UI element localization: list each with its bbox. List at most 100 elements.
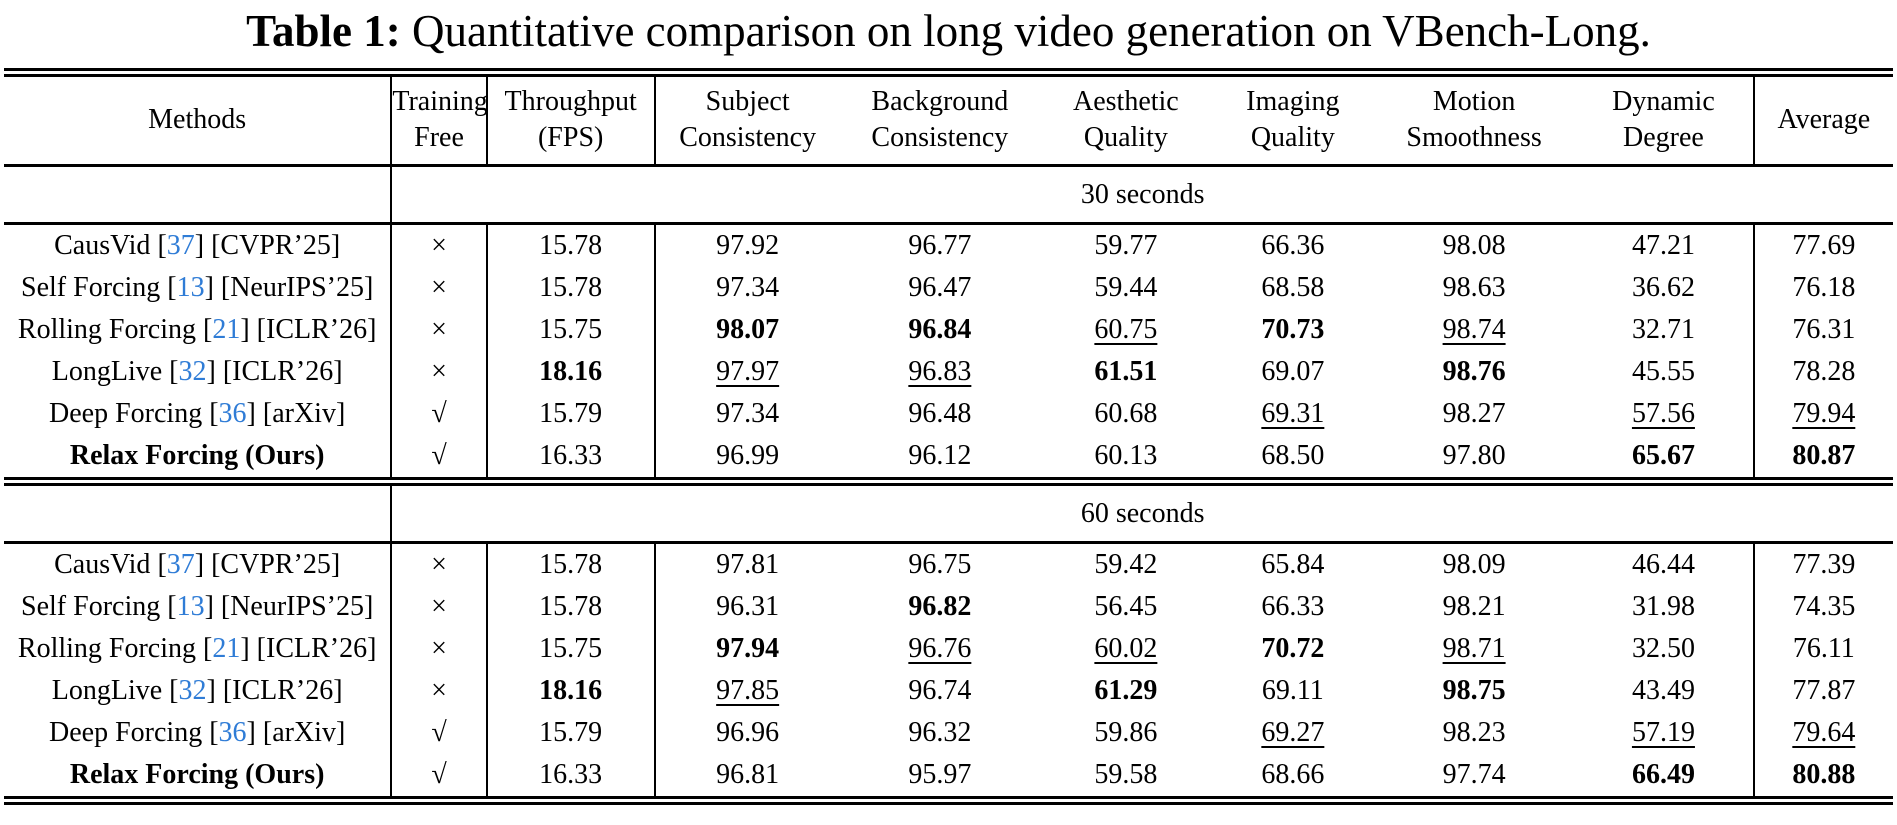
throughput-cell: 15.78 — [486, 223, 656, 268]
throughput-cell: 15.75 — [486, 628, 656, 671]
column-header-line: Degree — [1623, 121, 1704, 153]
column-header-line: Smoothness — [1406, 121, 1542, 153]
dynamic-degree-cell: 65.67 — [1574, 435, 1754, 487]
background-consistency-cell: 96.47 — [840, 267, 1040, 309]
citation-link[interactable]: 13 — [176, 591, 205, 623]
table-row: LongLive [32] [ICLR’26] × 18.16 97.97 96.83 6… — [4, 351, 1893, 394]
metric-value: 15.78 — [539, 549, 603, 581]
training-free-cell: × — [391, 309, 488, 352]
section-label: 30 seconds — [391, 164, 1893, 226]
metric-value: 68.58 — [1261, 272, 1325, 304]
section-methods-spacer — [4, 480, 393, 545]
imaging-quality-cell: 65.84 — [1212, 543, 1374, 587]
background-consistency-cell: 96.76 — [840, 628, 1040, 670]
throughput-cell: 15.78 — [486, 267, 656, 310]
column-header-line: Subject — [705, 85, 790, 117]
column-header-subject-consistency: Subject Consistency — [654, 67, 840, 168]
metric-value: 98.09 — [1442, 549, 1506, 581]
table-row: LongLive [32] [ICLR’26] × 18.16 97.85 96.74 6… — [4, 670, 1893, 713]
metric-value: 69.27 — [1261, 717, 1325, 749]
citation-link[interactable]: 32 — [178, 675, 207, 707]
motion-smoothness-cell: 98.27 — [1374, 393, 1574, 435]
table-row: Relax Forcing (Ours) √ 16.33 96.99 96.12 60.1… — [4, 435, 1893, 487]
motion-smoothness-cell: 98.09 — [1374, 543, 1574, 587]
throughput-cell: 15.75 — [486, 309, 656, 352]
paper-table-figure: Table 1: Quantitative comparison on long… — [4, 6, 1893, 806]
method-name: Self Forcing — [21, 272, 161, 304]
training-free-cell: √ — [391, 393, 488, 436]
subject-consistency-cell: 98.07 — [655, 309, 840, 351]
metric-value: 46.44 — [1631, 549, 1695, 581]
metric-value: 15.79 — [539, 398, 603, 430]
metric-value: 97.85 — [716, 675, 780, 707]
motion-smoothness-cell: 98.71 — [1374, 628, 1574, 670]
metric-value: 97.74 — [1442, 759, 1506, 791]
metric-value: 98.63 — [1442, 272, 1506, 304]
method-name: Deep Forcing — [49, 398, 203, 430]
table-header: Methods Training Free Throughput (FPS) Subjec… — [4, 67, 1893, 168]
column-header-line: Consistency — [679, 121, 817, 153]
metric-value: 15.78 — [539, 230, 603, 262]
citation-link[interactable]: 37 — [166, 230, 195, 262]
throughput-cell: 18.16 — [486, 351, 656, 394]
section-methods-spacer — [4, 164, 393, 226]
subject-consistency-cell: 97.97 — [655, 351, 840, 393]
background-consistency-cell: 96.82 — [840, 586, 1040, 628]
subject-consistency-cell: 97.94 — [655, 628, 840, 670]
method-name: CausVid — [54, 230, 151, 262]
subject-consistency-cell: 97.92 — [655, 224, 840, 268]
table-row: Rolling Forcing [21] [ICLR’26] × 15.75 97.9… — [4, 628, 1893, 671]
method-cell: Self Forcing [13] [NeurIPS’25] — [4, 586, 393, 629]
citation-link[interactable]: 13 — [176, 272, 205, 304]
citation-link[interactable]: 36 — [218, 398, 247, 430]
metric-value: 97.94 — [716, 633, 780, 665]
citation-link[interactable]: 36 — [218, 717, 247, 749]
metric-value: 96.12 — [908, 440, 972, 472]
metric-value: 98.75 — [1442, 675, 1506, 707]
citation-link[interactable]: 21 — [212, 633, 241, 665]
citation-link[interactable]: 37 — [166, 549, 195, 581]
table-caption-label: Table 1: — [246, 6, 401, 56]
dynamic-degree-cell: 47.21 — [1574, 224, 1753, 268]
table-row: Self Forcing [13] [NeurIPS’25] × 15.78 97.3… — [4, 267, 1893, 310]
header-row: Methods Training Free Throughput (FPS) Subjec… — [4, 67, 1893, 168]
section-label: 60 seconds — [391, 480, 1893, 545]
metric-value: 95.97 — [908, 759, 972, 791]
metric-value: 97.81 — [716, 549, 780, 581]
method-name: Rolling Forcing — [17, 314, 197, 346]
metric-value: 15.75 — [539, 633, 603, 665]
aesthetic-quality-cell: 61.29 — [1040, 670, 1212, 712]
method-name: LongLive — [51, 356, 163, 388]
metric-value: 59.42 — [1094, 549, 1158, 581]
training-free-cell: √ — [391, 712, 488, 755]
aesthetic-quality-cell: 59.42 — [1040, 543, 1212, 587]
subject-consistency-cell: 96.96 — [655, 712, 840, 754]
table-row: Self Forcing [13] [NeurIPS’25] × 15.78 96.3… — [4, 586, 1893, 629]
column-header-training-free: Training Free — [391, 67, 488, 168]
metric-value: 77.69 — [1792, 230, 1856, 262]
metric-value: 59.86 — [1094, 717, 1158, 749]
motion-smoothness-cell: 98.63 — [1374, 267, 1574, 309]
citation-link[interactable]: 21 — [212, 314, 241, 346]
metric-value: 57.56 — [1631, 398, 1695, 430]
metric-value: 69.31 — [1261, 398, 1325, 430]
metric-value: 97.97 — [716, 356, 780, 388]
imaging-quality-cell: 68.50 — [1211, 435, 1374, 487]
dynamic-degree-cell: 31.98 — [1574, 586, 1753, 628]
citation-link[interactable]: 32 — [178, 356, 207, 388]
metric-value: 98.23 — [1442, 717, 1506, 749]
subject-consistency-cell: 97.34 — [655, 393, 840, 435]
metric-value: 98.27 — [1442, 398, 1506, 430]
metric-value: 65.67 — [1631, 440, 1695, 472]
aesthetic-quality-cell: 59.58 — [1040, 754, 1212, 806]
average-cell: 80.88 — [1752, 754, 1893, 806]
method-cell: LongLive [32] [ICLR’26] — [4, 351, 393, 394]
metric-value: 80.87 — [1792, 440, 1856, 472]
method-cell: Rolling Forcing [21] [ICLR’26] — [4, 628, 393, 671]
metric-value: 70.73 — [1261, 314, 1325, 346]
imaging-quality-cell: 69.07 — [1212, 351, 1374, 393]
metric-value: 15.79 — [539, 717, 603, 749]
metric-value: 96.76 — [908, 633, 972, 665]
metric-value: 59.77 — [1094, 230, 1158, 262]
metric-value: 36.62 — [1631, 272, 1695, 304]
